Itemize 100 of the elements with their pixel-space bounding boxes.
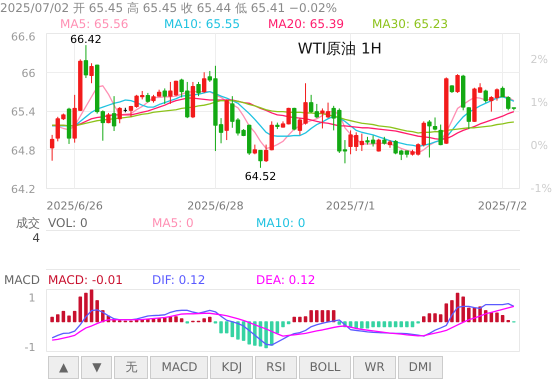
y-tick-label: 65.4 bbox=[11, 106, 36, 118]
bar bbox=[90, 290, 94, 322]
bar bbox=[84, 292, 88, 322]
series-label: DIF: 0.12 bbox=[152, 272, 206, 289]
text: MA20: 65.39 bbox=[268, 16, 346, 33]
bar bbox=[410, 321, 414, 328]
bar bbox=[219, 321, 223, 334]
bar bbox=[315, 310, 319, 322]
bar bbox=[202, 318, 206, 322]
x-tick-label: 2025/7/1 bbox=[326, 200, 376, 212]
bar bbox=[292, 316, 296, 322]
bar bbox=[62, 310, 66, 322]
candlestick bbox=[376, 138, 381, 152]
text: ▼ bbox=[81, 356, 112, 380]
bar bbox=[236, 321, 240, 340]
y-tick-label: 64.2 bbox=[11, 183, 36, 196]
bar bbox=[388, 321, 392, 328]
text: MA30: 65.23 bbox=[372, 16, 450, 33]
candlestick bbox=[106, 112, 111, 124]
candlestick bbox=[455, 74, 460, 94]
bar bbox=[360, 321, 364, 328]
text: DEA: 0.12 bbox=[256, 272, 316, 289]
text: KDJ bbox=[210, 356, 254, 380]
annotation: 66.42 bbox=[70, 33, 102, 46]
chart-subtitle: 2025/07/02 开 65.45 高 65.45 收 65.44 低 65.41 −0.02% bbox=[0, 1, 338, 15]
bar bbox=[72, 310, 76, 322]
bar bbox=[276, 321, 280, 334]
bar bbox=[428, 313, 432, 322]
y-tick-label: 66 bbox=[22, 66, 36, 80]
candlestick bbox=[146, 92, 150, 104]
bar bbox=[208, 316, 212, 322]
candlestick bbox=[118, 106, 122, 124]
bar bbox=[174, 316, 178, 322]
y-axis-title: MACD bbox=[3, 272, 40, 289]
candlestick bbox=[202, 72, 206, 94]
bar bbox=[371, 321, 375, 328]
y-tick-label: 64.8 bbox=[11, 144, 36, 158]
bar bbox=[461, 296, 465, 322]
text: ▲ bbox=[48, 356, 80, 380]
candlestick bbox=[466, 106, 472, 130]
text: MA5: 65.56 bbox=[60, 16, 130, 33]
bar bbox=[320, 310, 324, 322]
candlestick bbox=[112, 96, 116, 132]
bar bbox=[168, 316, 172, 322]
bar bbox=[157, 318, 161, 322]
text: VOL: 0 bbox=[48, 215, 89, 232]
bar bbox=[230, 321, 234, 338]
bar bbox=[382, 321, 386, 328]
candlestick bbox=[292, 107, 296, 131]
text: MACD bbox=[150, 356, 208, 380]
candlestick bbox=[258, 150, 263, 168]
bar bbox=[56, 314, 60, 322]
series-label: MACD: -0.01 bbox=[48, 272, 124, 289]
candlestick bbox=[50, 134, 54, 162]
bar bbox=[500, 315, 504, 322]
candlestick bbox=[484, 89, 488, 104]
bar bbox=[67, 316, 71, 322]
x-tick-label: 2025/7/2 bbox=[478, 200, 528, 212]
bar bbox=[422, 316, 426, 322]
bar bbox=[433, 313, 437, 322]
bar bbox=[490, 312, 494, 322]
candlestick bbox=[162, 88, 167, 104]
candlestick bbox=[264, 144, 268, 163]
bar bbox=[438, 314, 442, 322]
text: RSI bbox=[255, 356, 297, 380]
bar bbox=[338, 321, 342, 325]
x-tick-label: 2025/6/26 bbox=[46, 200, 103, 212]
candlestick bbox=[438, 124, 443, 146]
candlestick bbox=[252, 144, 258, 155]
bar bbox=[348, 321, 352, 328]
bar bbox=[326, 310, 330, 322]
candlestick bbox=[427, 120, 432, 158]
annotation: 64.52 bbox=[244, 170, 276, 183]
bar bbox=[309, 310, 313, 322]
candlestick bbox=[89, 62, 94, 84]
candlestick bbox=[84, 44, 88, 79]
bar bbox=[50, 316, 54, 322]
text: BOLL bbox=[298, 356, 352, 380]
text: WR bbox=[353, 356, 396, 380]
text: 无 bbox=[114, 356, 148, 380]
bar bbox=[354, 321, 358, 328]
text: 4 bbox=[31, 230, 40, 247]
text: DMI bbox=[398, 356, 443, 380]
x-tick-label: 2025/6/28 bbox=[187, 200, 244, 212]
bar bbox=[467, 308, 471, 322]
bar bbox=[298, 316, 302, 322]
bar bbox=[394, 321, 398, 328]
bar bbox=[304, 316, 308, 322]
bar bbox=[224, 321, 228, 334]
bar bbox=[495, 312, 499, 322]
bar bbox=[444, 303, 448, 322]
bar bbox=[456, 292, 460, 322]
bar bbox=[78, 296, 82, 322]
bar bbox=[95, 300, 99, 322]
bar bbox=[180, 318, 184, 322]
text: MA10: 65.55 bbox=[164, 16, 242, 33]
text: MA10: 0 bbox=[256, 215, 306, 232]
y-tick-label: -1 bbox=[24, 341, 36, 354]
bar bbox=[399, 321, 404, 328]
bar bbox=[366, 321, 370, 328]
